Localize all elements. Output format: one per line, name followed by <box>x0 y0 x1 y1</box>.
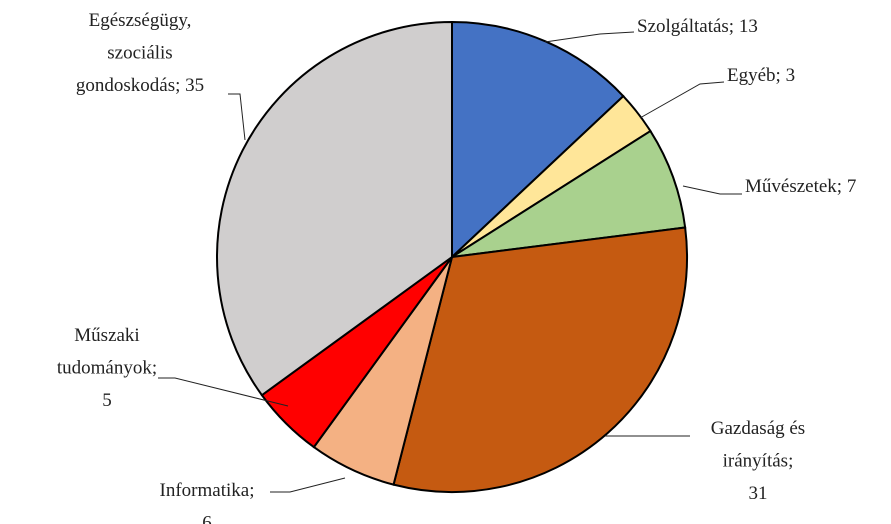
pie-slice <box>392 226 688 493</box>
leader-line <box>158 377 289 407</box>
data-label: Informatika; 6 <box>160 480 255 524</box>
data-label: Műszaki tudományok; 5 <box>57 325 157 411</box>
data-label: Gazdaság és irányítás; 31 <box>711 418 805 504</box>
leader-line <box>682 185 742 195</box>
leader-line <box>228 93 246 141</box>
pie-slice <box>216 20 453 397</box>
data-label: Egyéb; 3 <box>727 65 795 86</box>
data-label: Egészségügy, szociális gondoskodás; 35 <box>76 10 204 96</box>
data-label: Szolgáltatás; 13 <box>637 16 758 37</box>
pie-slice <box>451 20 625 260</box>
leader-line <box>639 81 725 119</box>
pie-slice <box>451 129 687 258</box>
leader-line <box>270 477 346 493</box>
data-label: Művészetek; 7 <box>745 176 856 197</box>
leader-line <box>544 31 635 43</box>
